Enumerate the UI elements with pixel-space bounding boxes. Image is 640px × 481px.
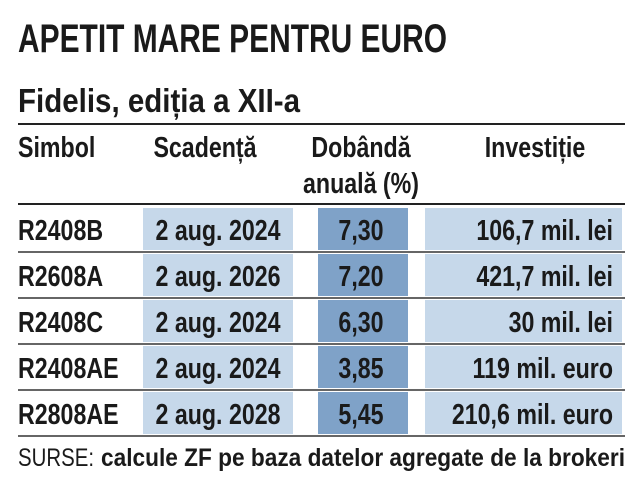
column-header-group: Simbol (18, 130, 95, 163)
cell-group: 3,85 (338, 351, 383, 384)
cell-group: 7,20 (338, 259, 383, 292)
cell-group: 7,30 (338, 213, 383, 246)
cell: R2608A (18, 259, 103, 292)
cell: 2 aug. 2024 (155, 305, 280, 338)
cell-background (318, 254, 408, 296)
column-header-group: Investiție (485, 130, 586, 163)
cell-background (318, 346, 408, 388)
cell: R2408C (18, 305, 103, 338)
cell: 2 aug. 2028 (155, 397, 280, 430)
cell-background (143, 392, 293, 434)
cell-background (143, 254, 293, 296)
cell: 7,20 (338, 259, 383, 292)
title: APETIT MARE PENTRU EURO (18, 17, 447, 61)
cell-group: 106,7 mil. lei (476, 213, 613, 246)
cell-background (318, 392, 408, 434)
cell-group: 2 aug. 2024 (155, 305, 280, 338)
cell-group: R2408AE (18, 351, 119, 384)
cell-group: 421,7 mil. lei (476, 259, 613, 292)
column-header-group: anuală (%) (303, 166, 419, 199)
subtitle: Fidelis, ediția a XII-a (18, 82, 301, 120)
cell-group: R2808AE (18, 397, 119, 430)
cell: R2408B (18, 213, 103, 246)
cell: 119 mil. euro (472, 351, 613, 384)
cell-group: 2 aug. 2024 (155, 213, 280, 246)
cell-group: 2 aug. 2028 (155, 397, 280, 430)
column-header: Dobândă (311, 130, 411, 163)
cell-background (318, 208, 408, 250)
footer-text: calcule ZF pe baza datelor agregate de l… (101, 444, 625, 472)
cell-background (143, 208, 293, 250)
cell-background (143, 300, 293, 342)
cell-group: 6,30 (338, 305, 383, 338)
cell: R2408AE (18, 351, 119, 384)
cell-background (425, 300, 622, 342)
column-header: Scadență (153, 130, 256, 163)
cell-group: 2 aug. 2026 (155, 259, 280, 292)
column-header: Investiție (485, 130, 586, 163)
cell-group: R2408B (18, 213, 103, 246)
cell-group: 30 mil. lei (509, 305, 613, 338)
cell-background (425, 254, 622, 296)
cell-background (143, 346, 293, 388)
cell: R2808AE (18, 397, 119, 430)
cell: 6,30 (338, 305, 383, 338)
cell: 30 mil. lei (509, 305, 613, 338)
cell: 421,7 mil. lei (476, 259, 613, 292)
cell: 106,7 mil. lei (476, 213, 613, 246)
cell-background (318, 300, 408, 342)
column-header: Simbol (18, 130, 95, 163)
column-header-group: Scadență (153, 130, 256, 163)
cell: 3,85 (338, 351, 383, 384)
cell-group: 119 mil. euro (472, 351, 613, 384)
cell: 210,6 mil. euro (452, 397, 613, 430)
column-header-group: Dobândă (311, 130, 411, 163)
cell-background (425, 346, 622, 388)
cell-group: 2 aug. 2024 (155, 351, 280, 384)
cell: 5,45 (338, 397, 383, 430)
cell: 7,30 (338, 213, 383, 246)
cell-background (425, 392, 622, 434)
cell-group: 5,45 (338, 397, 383, 430)
cell: 2 aug. 2026 (155, 259, 280, 292)
cell-group: R2408C (18, 305, 103, 338)
cell-group: R2608A (18, 259, 103, 292)
cell: 2 aug. 2024 (155, 351, 280, 384)
column-header: anuală (%) (303, 166, 419, 199)
cell-group: 210,6 mil. euro (452, 397, 613, 430)
cell-background (425, 208, 622, 250)
cell: 2 aug. 2024 (155, 213, 280, 246)
footer-label: SURSE: (18, 444, 94, 472)
